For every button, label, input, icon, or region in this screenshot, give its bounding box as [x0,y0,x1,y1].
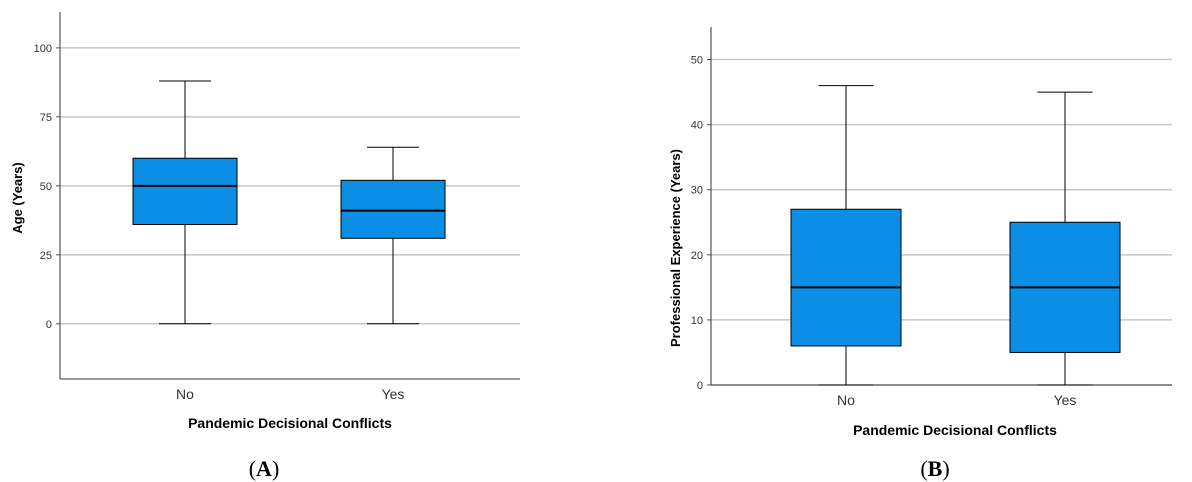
box-yes [340,146,446,325]
panel-label-a: (A) [249,456,280,481]
box-no [790,85,902,386]
iqr-box [790,208,902,347]
y-tick-label: 50 [40,181,52,193]
box-yes [1009,91,1121,386]
box-no [132,80,238,325]
y-tick-label: 75 [40,112,52,124]
panel-label-b: (B) [920,456,949,481]
x-category-label: Yes [382,386,405,402]
y-tick-label: 30 [691,185,703,197]
x-axis-title: Pandemic Decisional Conflicts [853,422,1057,438]
x-axis-title: Pandemic Decisional Conflicts [188,415,392,431]
y-axis-title: Age (Years) [10,162,25,234]
y-tick-label: 100 [34,43,52,55]
x-category-label: Yes [1054,392,1077,408]
y-tick-label: 50 [691,55,703,67]
y-tick-label: 40 [691,120,703,132]
chart-b: 0 10 20 30 40 50 No Yes Pandemic Decisional Conf… [668,27,1172,438]
chart-a: 0 25 50 75 100 No Yes Pandemic Decisional Confl… [10,12,520,431]
iqr-box [132,157,238,225]
panel-letter-b: B [928,456,943,481]
panel-letter-a: A [256,456,272,481]
iqr-box [340,179,446,239]
y-tick-label: 0 [697,380,703,392]
y-tick-label: 10 [691,315,703,327]
y-tick-label: 0 [46,319,52,331]
x-category-label: No [837,392,855,408]
y-axis-title: Professional Experience (Years) [668,149,683,347]
y-tick-label: 20 [691,250,703,262]
y-tick-label: 25 [40,250,52,262]
x-category-label: No [176,386,194,402]
